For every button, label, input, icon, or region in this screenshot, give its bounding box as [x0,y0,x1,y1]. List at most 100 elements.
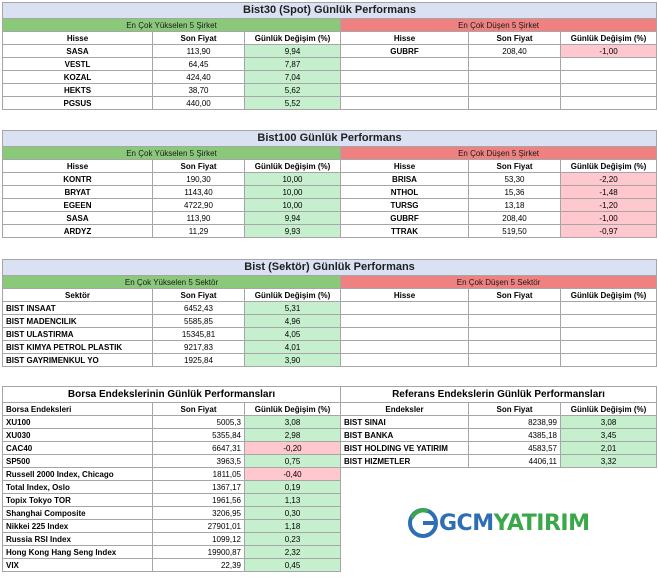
empty-cell [340,70,469,84]
stock-change: 10,00 [244,185,341,199]
table-row: KONTR 190,30 10,00 BRISA 53,30 -2,20 [2,172,658,186]
table-row: Shanghai Composite 3206,95 0,30 [2,506,342,520]
table-row: Russell 2000 Index, Chicago 1811,05 -0,40 [2,467,342,481]
stock-name: NTHOL [340,185,469,199]
index-price: 1961,56 [152,493,245,507]
col-header-name: Borsa Endeksleri [2,402,153,416]
stock-price: 15,36 [468,185,561,199]
empty-cell [468,327,561,341]
bist30-up-label: En Çok Yükselen 5 Şirket [2,18,341,32]
index-name: Russell 2000 Index, Chicago [2,467,153,481]
col-header-degisim: Günlük Değişim (%) [559,31,658,45]
index-change: 3,45 [559,428,658,442]
table-row: BIST MADENCILIK 5585,85 4,96 [2,314,658,328]
index-change: -0,40 [243,467,342,481]
stock-price: 208,40 [468,211,561,225]
col-header-hisse: Hisse [2,31,153,45]
stock-name: GUBRF [340,44,469,58]
table-row: BIST SINAI 8238,99 3,08 [340,415,658,429]
stock-change: -2,20 [559,172,658,186]
table-row: Hong Kong Hang Seng Index 19900,87 2,32 [2,545,342,559]
index-name: CAC40 [2,441,153,455]
index-price: 4385,18 [468,428,561,442]
index-name: Shanghai Composite [2,506,153,520]
stock-name: SASA [2,44,153,58]
sektor-up-label: En Çok Yükselen 5 Sektör [2,275,341,289]
empty-cell [559,301,658,315]
stock-price: 208,40 [468,44,561,58]
col-header-fiyat: Son Fiyat [468,288,561,302]
index-name: XU100 [2,415,153,429]
table-row: CAC40 6647,31 -0,20 [2,441,342,455]
stock-price: 1925,84 [152,353,245,367]
table-row: BIST KIMYA PETROL PLASTIK 9217,83 4,01 [2,340,658,354]
stock-price: 11,29 [152,224,245,238]
table-row: XU100 5005,3 3,08 [2,415,342,429]
table-row: XU030 5355,84 2,98 [2,428,342,442]
empty-cell [468,96,561,110]
table-row: Topix Tokyo TOR 1961,56 1,13 [2,493,342,507]
stock-change: 4,05 [244,327,341,341]
stock-change: 5,62 [244,83,341,97]
index-price: 27901,01 [152,519,245,533]
index-price: 3963,5 [152,454,245,468]
index-price: 6647,31 [152,441,245,455]
stock-name: PGSUS [2,96,153,110]
stock-price: 6452,43 [152,301,245,315]
col-header-fiyat: Son Fiyat [152,159,245,173]
stock-change: -1,48 [559,185,658,199]
stock-price: 15345,81 [152,327,245,341]
empty-cell [468,314,561,328]
index-price: 4583,57 [468,441,561,455]
stock-name: BRISA [340,172,469,186]
stock-price: 9217,83 [152,340,245,354]
stock-name: HEKTS [2,83,153,97]
empty-cell [559,353,658,367]
stock-name: GUBRF [340,211,469,225]
col-header-fiyat: Son Fiyat [152,288,245,302]
stock-change: 7,04 [244,70,341,84]
stock-name: EGEEN [2,198,153,212]
stock-name: TTRAK [340,224,469,238]
index-change: 0,45 [243,558,342,572]
empty-cell [340,314,469,328]
empty-cell [468,301,561,315]
table-row: BIST HOLDING VE YATIRIM 4583,57 2,01 [340,441,658,455]
col-header-hisse: Hisse [340,31,469,45]
sektor-title: Bist (Sektör) Günlük Performans [1,259,658,276]
index-change: 3,32 [559,454,658,468]
col-header-degisim: Günlük Değişim (%) [559,288,658,302]
empty-cell [340,353,469,367]
stock-price: 53,30 [468,172,561,186]
stock-name: KOZAL [2,70,153,84]
stock-price: 13,18 [468,198,561,212]
bist100-title: Bist100 Günlük Performans [1,130,658,147]
stock-name: BIST INSAAT [2,301,153,315]
empty-cell [559,83,658,97]
bist30-title: Bist30 (Spot) Günlük Performans [1,2,658,19]
table-row: BIST ULASTIRMA 15345,81 4,05 [2,327,658,341]
referans-endeksler-table: Referans Endekslerin Günlük Performansla… [339,386,658,468]
col-header-degisim: Günlük Değişim (%) [244,31,341,45]
stock-price: 519,50 [468,224,561,238]
sektor-down-label: En Çok Düşen 5 Sektör [339,275,658,289]
empty-cell [468,353,561,367]
index-price: 1099,12 [152,532,245,546]
stock-price: 113,90 [152,44,245,58]
col-header-sektor: Sektör [2,288,153,302]
index-price: 1367,17 [152,480,245,494]
table-row: HEKTS 38,70 5,62 [2,83,658,97]
stock-price: 4722,90 [152,198,245,212]
index-change: 0,30 [243,506,342,520]
empty-cell [340,340,469,354]
col-header-name: Endeksler [340,402,469,416]
index-name: Hong Kong Hang Seng Index [2,545,153,559]
empty-cell [468,57,561,71]
col-header-degisim: Günlük Değişim (%) [559,159,658,173]
index-name: Total Index, Oslo [2,480,153,494]
table-row: Nikkei 225 Index 27901,01 1,18 [2,519,342,533]
empty-cell [468,70,561,84]
col-header-fiyat: Son Fiyat [152,31,245,45]
logo-text-gcm: GCM [439,510,494,536]
gcm-logo-icon [408,508,438,538]
